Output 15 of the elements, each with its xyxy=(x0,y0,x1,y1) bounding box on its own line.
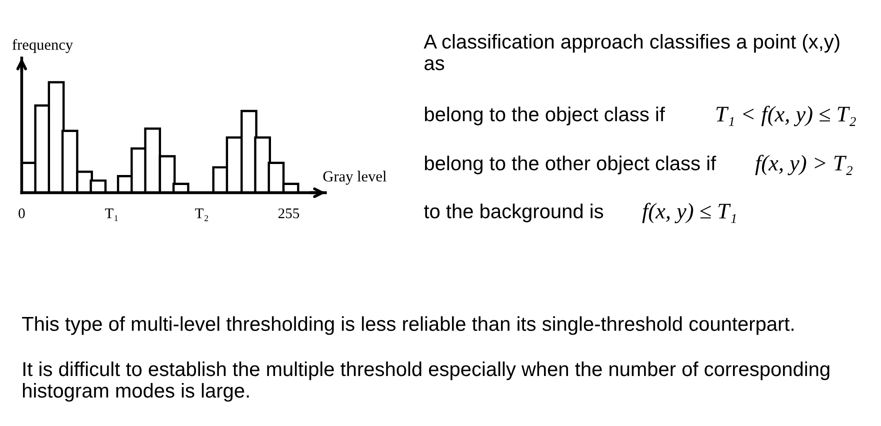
text: f(x, y) ≤ T₁ xyxy=(642,202,736,224)
text: It is difficult to establish the multiple threshold especially when the number of corresponding histogram modes is large. xyxy=(22,362,830,402)
text: belong to the other object class if xyxy=(424,156,716,174)
x-tick-label: T₂ xyxy=(195,208,208,222)
x-axis-title: Gray level xyxy=(323,170,386,185)
text: This type of multi-level thresholding is less reliable than its single-threshold counterpart. xyxy=(22,316,794,335)
y-axis-title: frequency xyxy=(12,38,73,54)
text: A classification approach classifies a point (x,y) as xyxy=(424,34,840,70)
x-tick-label: 255 xyxy=(278,208,300,218)
x-tick-label: 0 xyxy=(18,208,25,218)
text: to the background is xyxy=(424,204,604,222)
text: f(x, y) > T₂ xyxy=(755,154,852,176)
x-tick-label: T₁ xyxy=(105,208,118,222)
text: T₁ < f(x, y) ≤ T₂ xyxy=(716,106,856,126)
text: belong to the object class if xyxy=(424,106,665,126)
